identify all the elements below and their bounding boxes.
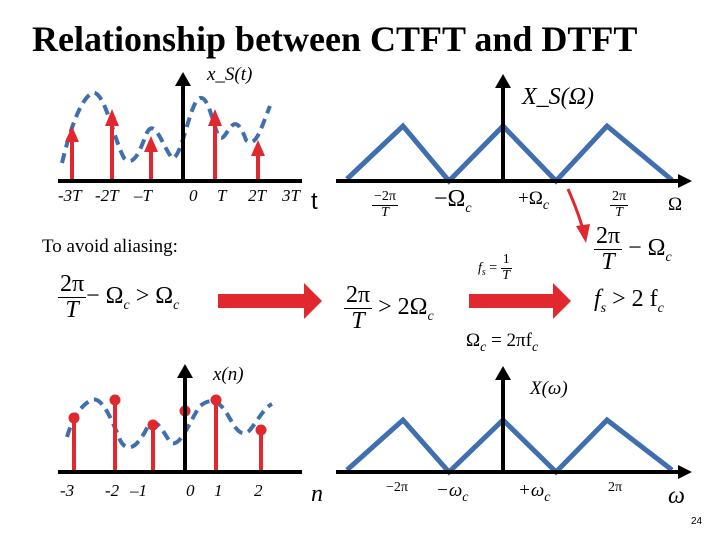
condition-right-top: 2π T − Ωc	[594, 223, 672, 276]
tick-pos-omega-c-dt: +ωc	[518, 480, 551, 505]
tick-neg-omega-c-dt: −ωc	[436, 480, 469, 505]
top-left-y-arrowhead	[175, 72, 191, 86]
left-arrow-head	[304, 283, 322, 319]
sample-n2	[255, 424, 267, 436]
impulse-2T-head	[251, 140, 265, 156]
bottom-right-y-arrowhead	[495, 366, 511, 380]
curved-red-arrow	[566, 188, 585, 231]
Xs-omega-label: X_S(Ω)	[522, 84, 594, 110]
impulse-train	[65, 109, 265, 181]
impulse-T-head	[208, 109, 222, 126]
omega-dt-axis-label: ω	[668, 483, 685, 509]
top-left-plot	[58, 72, 302, 183]
condition-right-bottom: fs > 2 fc	[594, 286, 664, 316]
bottom-left-y-arrowhead	[177, 364, 193, 378]
left-arrow-shaft	[218, 294, 306, 308]
aliasing-note: To avoid aliasing:	[42, 236, 178, 257]
tick-0: 0	[189, 186, 198, 205]
tick-neg3T: -3T	[58, 186, 82, 205]
tick-n-0: 0	[186, 481, 195, 500]
X-omega-label: X(ω)	[530, 378, 568, 399]
sample-stems	[68, 394, 267, 472]
tick-pos-omega-c: +Ωc	[518, 188, 550, 213]
t-axis-label: t	[311, 188, 318, 215]
spectrum-triangles-bottom	[345, 416, 674, 476]
impulse-neg2T-head	[105, 109, 119, 126]
curved-red-arrowhead	[576, 224, 590, 243]
sample-n-3	[68, 412, 80, 424]
xs-t-label: x_S(t)	[207, 64, 253, 85]
tick-n-neg1: –1	[130, 481, 147, 500]
omega-c-relation: Ωc = 2πfc	[466, 330, 539, 355]
x-n-label: x(n)	[213, 364, 244, 385]
impulse-neg3T-head	[65, 126, 79, 142]
tick-neg-omega-c: −Ωc	[434, 186, 472, 216]
sample-n1	[210, 394, 222, 406]
top-right-plot	[336, 74, 692, 243]
tick-neg2pi: −2π	[386, 480, 408, 495]
tick-neg2pi-over-T: −2π T	[372, 189, 398, 220]
bottom-right-plot	[336, 366, 692, 479]
n-axis-label: n	[311, 481, 323, 507]
impulse-negT-head	[144, 136, 158, 152]
tick-negT: –T	[134, 186, 152, 205]
right-arrow-head	[553, 283, 571, 319]
condition-middle: 2π T > 2Ωc	[344, 282, 434, 335]
bottom-right-x-arrowhead	[678, 465, 692, 479]
envelope-curve	[65, 397, 274, 450]
tick-n-neg2: -2	[105, 481, 120, 500]
top-right-x-arrowhead	[678, 174, 692, 188]
tick-n-1: 1	[214, 481, 223, 500]
omega-axis-label: Ω	[668, 194, 683, 215]
tick-3T: 3T	[282, 186, 300, 205]
tick-T: T	[217, 186, 227, 205]
tick-n-neg3: -3	[60, 481, 75, 500]
continuous-signal-curve	[60, 90, 272, 164]
implication-arrows	[218, 283, 571, 319]
tick-2T: 2T	[248, 186, 266, 205]
sample-n-1	[147, 419, 159, 431]
sample-n-2	[109, 394, 121, 406]
tick-n-2: 2	[254, 481, 263, 500]
condition-left: 2π T − Ωc > Ωc	[58, 271, 180, 324]
tick-neg2T: -2T	[95, 186, 119, 205]
top-right-y-arrowhead	[495, 74, 511, 88]
bottom-left-plot	[58, 364, 302, 474]
right-arrow-shaft	[469, 294, 555, 308]
spectrum-triangles-top	[345, 122, 674, 185]
tick-pos2pi: 2π	[608, 480, 623, 495]
tick-pos2pi-over-T: 2π T	[610, 189, 629, 220]
slide-title: Relationship between CTFT and DTFT	[32, 19, 638, 59]
page-number: 24	[691, 516, 703, 527]
